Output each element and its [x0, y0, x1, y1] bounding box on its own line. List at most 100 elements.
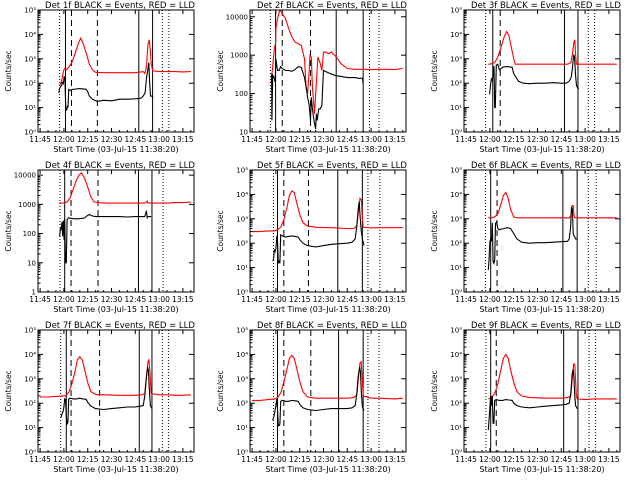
x-tick-label: 12:00: [53, 295, 75, 304]
x-axis-label: Start Time (03-Jul-15 11:38:20): [265, 145, 390, 154]
y-tick-label: 10⁴: [450, 191, 462, 199]
y-tick-label: 10: [27, 259, 36, 267]
x-tick-label: 12:00: [265, 135, 287, 144]
lld-series-line: [488, 191, 617, 219]
y-tick-label: 100: [235, 90, 248, 98]
y-tick-label: 10000: [14, 172, 36, 180]
chart-title: Det 7f BLACK = Events, RED = LLD: [45, 321, 195, 331]
plot-frame: [463, 329, 621, 453]
y-tick-label: 10⁵: [236, 167, 248, 175]
y-tick-label: 10⁵: [24, 7, 36, 15]
lld-series-line: [59, 36, 191, 86]
x-axis-label: Start Time (03-Jul-15 11:38:20): [479, 145, 604, 154]
y-tick-label: 10¹: [450, 264, 462, 272]
y-tick-label: 10²: [450, 80, 462, 88]
plot-frame: [249, 9, 407, 133]
x-axis-label: Start Time (03-Jul-15 11:38:20): [53, 145, 178, 154]
y-tick-label: 10⁴: [24, 351, 36, 359]
chart-panel-9: 11:45 12:00 12:15 12:30 12:45 13:00 13:15 10⁰ 10…: [430, 321, 621, 474]
y-tick-label: 10⁰: [24, 129, 36, 137]
chart-title: Det 4f BLACK = Events, RED = LLD: [45, 161, 195, 171]
x-tick-label: 12:30: [313, 455, 335, 464]
x-axis-label: Start Time (03-Jul-15 11:38:20): [53, 465, 178, 474]
events-series-line: [58, 62, 154, 111]
y-tick-label: 10¹: [236, 264, 248, 272]
y-tick-label: 10⁴: [24, 31, 36, 39]
y-tick-label: 10⁴: [236, 351, 248, 359]
x-tick-label: 13:00: [148, 135, 170, 144]
plot-frame: [37, 329, 195, 453]
events-series-line: [487, 206, 578, 271]
x-tick-label: 13:00: [574, 295, 596, 304]
lld-series-line: [270, 10, 403, 114]
x-tick-label: 12:15: [289, 455, 311, 464]
y-tick-label: 10⁵: [450, 327, 462, 335]
x-tick-label: 12:15: [289, 135, 311, 144]
y-tick-label: 10³: [236, 375, 248, 383]
x-tick-label: 13:00: [360, 295, 382, 304]
y-tick-label: 10²: [236, 400, 248, 408]
y-tick-label: 10⁴: [450, 351, 462, 359]
x-tick-label: 12:30: [101, 455, 123, 464]
y-tick-label: 10⁴: [450, 31, 462, 39]
x-tick-label: 13:00: [574, 455, 596, 464]
y-axis-label: Counts/sec: [216, 50, 225, 91]
events-series-line: [489, 54, 579, 109]
chart-panel-4: 11:45 12:00 12:15 12:30 12:45 13:00 13:15 1 10 10…: [4, 161, 195, 314]
x-tick-label: 13:15: [172, 135, 194, 144]
y-tick-label: 10⁰: [450, 289, 462, 297]
y-tick-label: 10¹: [450, 104, 462, 112]
chart-panel-8: 11:45 12:00 12:15 12:30 12:45 13:00 13:15 10⁰ 10…: [216, 321, 407, 474]
x-tick-label: 13:00: [574, 135, 596, 144]
events-series-line: [272, 201, 365, 264]
x-tick-label: 12:15: [503, 455, 525, 464]
lld-series-line: [488, 353, 617, 401]
x-tick-label: 11:45: [455, 455, 477, 464]
y-axis-label: Counts/sec: [430, 210, 439, 251]
x-tick-label: 12:45: [336, 455, 358, 464]
x-tick-label: 12:00: [479, 295, 501, 304]
chart-title: Det 8f BLACK = Events, RED = LLD: [257, 321, 407, 331]
y-axis-label: Counts/sec: [216, 370, 225, 411]
y-tick-label: 10⁰: [24, 449, 36, 457]
y-tick-label: 10²: [450, 400, 462, 408]
chart-title: Det 6f BLACK = Events, RED = LLD: [471, 161, 621, 171]
y-axis-label: Counts/sec: [430, 370, 439, 411]
x-tick-label: 12:45: [550, 295, 572, 304]
x-tick-label: 12:00: [479, 135, 501, 144]
x-tick-label: 12:00: [265, 455, 287, 464]
chart-title: Det 9f BLACK = Events, RED = LLD: [471, 321, 621, 331]
chart-title: Det 3f BLACK = Events, RED = LLD: [471, 1, 621, 11]
y-tick-label: 10: [239, 129, 248, 137]
chart-panel-7: 11:45 12:00 12:15 12:30 12:45 13:00 13:15 10⁰ 10…: [4, 321, 195, 474]
y-tick-label: 10²: [24, 400, 36, 408]
x-tick-label: 12:30: [313, 135, 335, 144]
x-tick-label: 11:45: [241, 455, 263, 464]
x-tick-label: 12:15: [77, 455, 99, 464]
plot-frame: [463, 9, 621, 133]
chart-title: Det 1f BLACK = Events, RED = LLD: [45, 1, 195, 11]
plot-frame: [249, 169, 407, 293]
x-tick-label: 11:45: [29, 295, 51, 304]
x-tick-label: 12:45: [336, 135, 358, 144]
x-tick-label: 13:00: [360, 455, 382, 464]
x-tick-label: 13:15: [598, 455, 620, 464]
x-tick-label: 12:00: [479, 455, 501, 464]
y-tick-label: 1000: [230, 52, 248, 60]
y-tick-label: 10³: [24, 55, 36, 63]
plot-frame: [249, 329, 407, 453]
y-tick-label: 10¹: [236, 424, 248, 432]
x-tick-label: 12:15: [503, 135, 525, 144]
y-tick-label: 10³: [24, 375, 36, 383]
x-tick-label: 11:45: [455, 295, 477, 304]
y-tick-label: 10⁵: [236, 327, 248, 335]
y-axis-label: Counts/sec: [4, 210, 13, 251]
x-tick-label: 11:45: [241, 295, 263, 304]
y-axis-label: Counts/sec: [4, 370, 13, 411]
x-tick-label: 12:30: [313, 295, 335, 304]
y-tick-label: 10⁵: [450, 7, 462, 15]
y-tick-label: 10³: [450, 215, 462, 223]
x-tick-label: 12:45: [124, 455, 146, 464]
y-tick-label: 10²: [24, 80, 36, 88]
